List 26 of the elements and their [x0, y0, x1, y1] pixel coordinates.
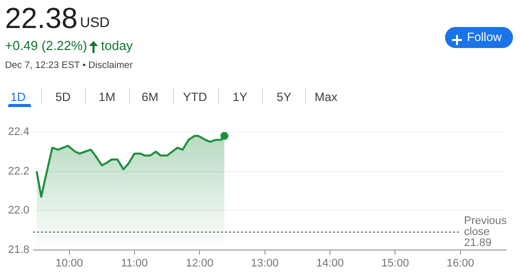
- x-tick-label: 11:00: [121, 257, 148, 270]
- x-tick-label: 13:00: [251, 257, 279, 270]
- ref-line-label: Previous close 21.89: [464, 215, 508, 250]
- text: 5Y: [276, 90, 292, 104]
- x-tick-label: 12:00: [186, 257, 214, 270]
- text: USD: [80, 14, 110, 30]
- y-tick-label: 22.4: [8, 126, 30, 138]
- text: +0.49 (2.22%): [5, 38, 88, 53]
- text: today: [101, 38, 133, 53]
- x-tick-label: 10:00: [55, 257, 84, 270]
- y-tick-label: 21.8: [8, 244, 30, 256]
- text: 1M: [98, 90, 116, 104]
- y-tick-label: 22.2: [8, 165, 30, 178]
- text: 1Y: [232, 90, 248, 104]
- y-tick-label: 22.0: [8, 204, 30, 217]
- text: YTD: [183, 90, 207, 104]
- text: 1D: [10, 90, 26, 104]
- text: Follow: [467, 30, 502, 44]
- text: Dec 7, 12:23 EST • Disclaimer: [5, 60, 133, 71]
- text: 5D: [55, 90, 71, 104]
- x-tick-label: 14:00: [316, 257, 344, 270]
- text: Max: [314, 90, 338, 104]
- chart-title: 22.38: [5, 3, 78, 36]
- x-tick-label: 15:00: [381, 257, 409, 270]
- x-tick-label: 16:00: [446, 257, 474, 270]
- text: 6M: [142, 90, 158, 104]
